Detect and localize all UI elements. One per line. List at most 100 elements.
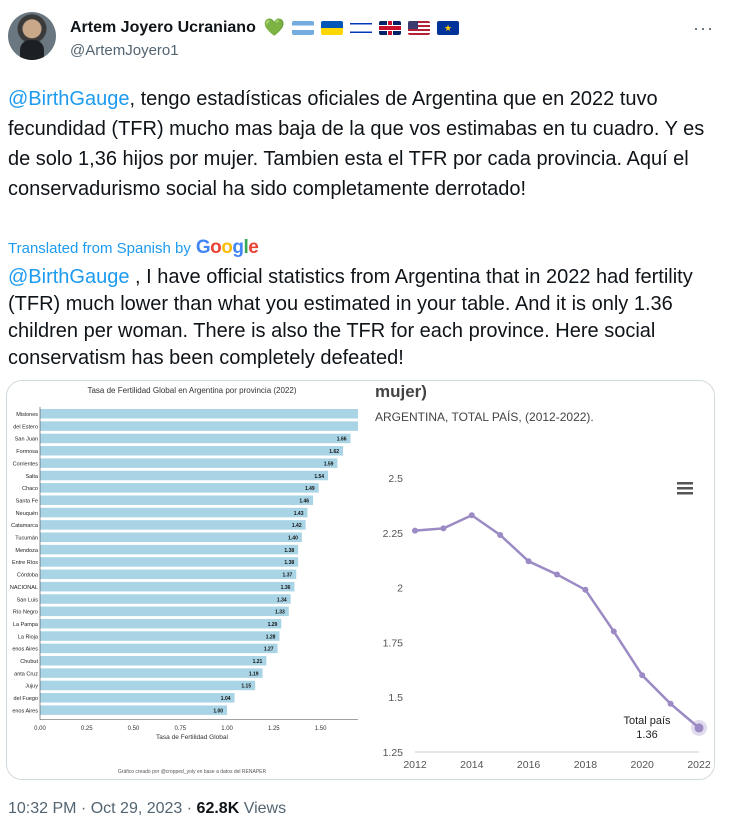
data-point-1 [440, 525, 447, 532]
translation-text: @BirthGauge , I have official statistics… [8, 264, 718, 372]
tweet-media[interactable]: Tasa de Fertilidad Global en Argentina p… [6, 380, 715, 780]
category-label-11: Mendoza [15, 548, 39, 554]
data-label-23: 1.04 [221, 696, 231, 702]
data-label-14: 1.36 [281, 585, 291, 591]
y-tick-1: 2.25 [383, 528, 404, 540]
data-label-11: 1.38 [284, 548, 294, 554]
province-bar-chart: Tasa de Fertilidad Global en Argentina p… [10, 386, 358, 775]
line-x-tick-2: 2016 [517, 759, 541, 771]
bar-8 [40, 507, 308, 518]
category-label-16: Río Negro [13, 610, 38, 616]
x-tick-2: 0.50 [128, 726, 140, 732]
bar-16 [40, 606, 289, 617]
x-tick-6: 1.50 [315, 726, 327, 732]
us-flag-icon [408, 21, 431, 35]
data-label-21: 1.19 [249, 671, 259, 677]
bar-chart-title: Tasa de Fertilidad Global en Argentina p… [87, 386, 296, 395]
data-point-4 [525, 558, 532, 565]
category-label-17: La Pampa [13, 622, 39, 628]
uk-flag-icon [379, 21, 402, 35]
data-point-0 [412, 527, 418, 534]
name-row: Artem Joyero Ucraniano 💚 ★ [70, 18, 460, 38]
category-label-9: Catamarca [11, 523, 39, 529]
category-label-23: del Fuego [14, 696, 38, 702]
category-label-20: Chubut [20, 659, 38, 665]
bar-15 [40, 594, 291, 604]
category-label-15: San Luis [17, 597, 39, 603]
data-label-10: 1.40 [288, 536, 298, 542]
bar-13 [40, 569, 297, 580]
bar-2 [40, 433, 351, 444]
data-label-9: 1.42 [292, 523, 302, 529]
data-label-24: 1.00 [213, 708, 223, 714]
views-count: 62.8K [196, 800, 240, 817]
data-point-8 [639, 672, 646, 679]
data-label-3: 1.62 [329, 449, 339, 455]
line-chart-subtitle: ARGENTINA, TOTAL PAÍS, (2012-2022). [375, 409, 594, 424]
category-label-7: Santa Fe [16, 498, 38, 504]
y-tick-2: 2 [397, 583, 403, 595]
menu-bar-1 [677, 487, 693, 490]
ukraine-flag-icon [321, 21, 344, 35]
category-label-4: Corrientes [13, 461, 39, 467]
category-label-13: Córdoba [17, 573, 39, 579]
data-label-8: 1.43 [294, 511, 304, 517]
bar-4 [40, 458, 338, 468]
line-x-tick-4: 2020 [631, 759, 655, 771]
tweet-text: @BirthGauge, tengo estadísticas oficiale… [8, 84, 708, 204]
province-bar-chart-image[interactable]: Tasa de Fertilidad Global en Argentina p… [7, 381, 364, 779]
category-label-0: Misiones [16, 412, 38, 418]
argentina-flag-icon [292, 21, 315, 35]
category-label-6: Chaco [22, 486, 38, 492]
tfr-line-chart-image[interactable]: mujer) ARGENTINA, TOTAL PAÍS, (2012-2022)… [367, 381, 714, 779]
data-label-18: 1.28 [266, 634, 276, 640]
data-label-12: 1.38 [284, 560, 294, 566]
data-point-2 [468, 512, 475, 519]
category-label-3: Formosa [16, 449, 39, 455]
mention-link[interactable]: @BirthGauge [8, 88, 130, 110]
menu-bar-2 [677, 492, 693, 495]
hamburger-menu-icon [677, 482, 693, 495]
bar-7 [40, 495, 314, 505]
category-label-12: Entre Ríos [12, 560, 38, 566]
bar-1 [40, 421, 358, 431]
tweet-footer: 10:32 PM · Oct 29, 2023 · 62.8K Views [8, 800, 286, 818]
bar-17 [40, 618, 282, 629]
data-label-13: 1.37 [283, 573, 293, 579]
avatar[interactable] [8, 12, 56, 60]
menu-bar-0 [677, 482, 693, 485]
category-label-8: Neuquén [16, 511, 38, 517]
data-label-15: 1.34 [277, 597, 287, 603]
bar-10 [40, 532, 302, 542]
category-label-14: NACIONAL [10, 585, 38, 591]
bar-14 [40, 581, 295, 592]
bar-6 [40, 483, 319, 493]
tweet-header: Artem Joyero Ucraniano 💚 ★ @ArtemJoyero1… [8, 12, 722, 68]
translation-attribution[interactable]: Translated from Spanish by Google [8, 237, 259, 259]
data-point-6 [582, 586, 589, 593]
user-handle[interactable]: @ArtemJoyero1 [70, 42, 179, 59]
views-label: Views [239, 800, 287, 817]
bar-5 [40, 470, 329, 481]
x-axis-label: Tasa de Fertilidad Global [156, 734, 228, 741]
data-point-3 [497, 531, 504, 538]
category-label-2: San Juan [15, 437, 38, 443]
chart-caption: Gráfico creado por @cropped_yoly en base… [118, 769, 267, 775]
google-logo: Google [195, 237, 259, 258]
category-label-24: enos Aires [12, 708, 38, 714]
timestamp[interactable]: 10:32 PM · Oct 29, 2023 · [8, 800, 197, 817]
category-label-21: anta Cruz [14, 671, 38, 677]
more-options-icon[interactable]: ··· [693, 18, 714, 38]
display-name[interactable]: Artem Joyero Ucraniano [70, 19, 256, 36]
data-label-20: 1.21 [253, 659, 263, 665]
y-tick-5: 1.25 [383, 747, 404, 759]
x-tick-0: 0.00 [34, 726, 46, 732]
data-label-16: 1.33 [275, 610, 285, 616]
bar-21 [40, 668, 263, 678]
bar-18 [40, 631, 280, 641]
translation-mention-link[interactable]: @BirthGauge [8, 266, 130, 288]
bar-19 [40, 643, 278, 654]
israel-flag-icon [350, 21, 373, 35]
x-tick-4: 1.00 [221, 726, 233, 732]
bar-11 [40, 544, 299, 555]
